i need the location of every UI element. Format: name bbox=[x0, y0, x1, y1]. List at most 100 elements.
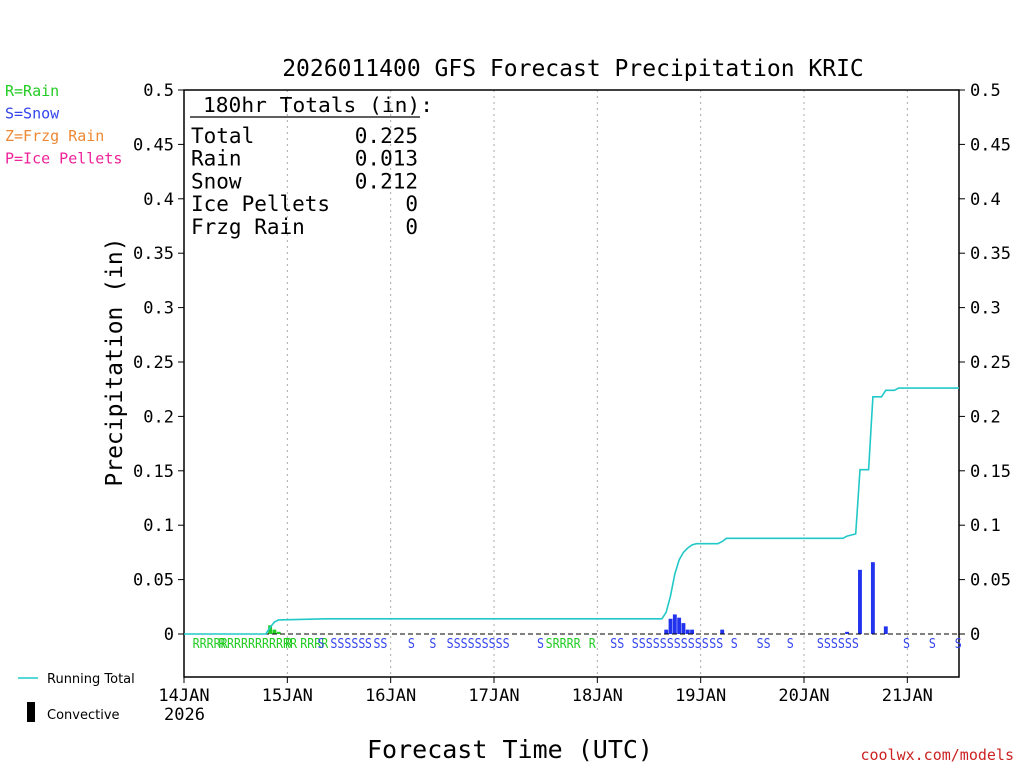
x-axis-label: Forecast Time (UTC) bbox=[367, 735, 653, 764]
type-marker: SS bbox=[373, 637, 387, 652]
y-tick-label-left: 0.35 bbox=[133, 244, 174, 264]
y-tick-label-right: 0.05 bbox=[970, 571, 1011, 591]
totals-row-value: 0.212 bbox=[355, 169, 418, 193]
convective-legend-swatch bbox=[27, 702, 35, 722]
type-marker: S bbox=[929, 637, 936, 652]
y-tick-label-right: 0.45 bbox=[970, 135, 1011, 155]
type-marker: S bbox=[955, 637, 962, 652]
type-legend-item: S=Snow bbox=[5, 105, 60, 123]
type-marker: R bbox=[285, 637, 292, 652]
type-marker: SSSSSS bbox=[817, 637, 859, 652]
y-tick-label-left: 0.1 bbox=[143, 516, 174, 536]
y-tick-label-left: 0.4 bbox=[143, 190, 174, 210]
x-tick-label-21JAN: 21JAN bbox=[882, 686, 933, 706]
bar-snow bbox=[685, 629, 690, 634]
type-legend-item: R=Rain bbox=[5, 82, 59, 100]
y-tick-label-right: 0.1 bbox=[970, 516, 1001, 536]
type-marker: SS bbox=[709, 637, 723, 652]
totals-row-value: 0.225 bbox=[355, 124, 418, 148]
type-legend-item: Z=Frzg Rain bbox=[5, 127, 104, 145]
x-tick-label-19JAN: 19JAN bbox=[675, 686, 726, 706]
chart-title: 2026011400 GFS Forecast Precipitation KR… bbox=[282, 56, 864, 82]
y-tick-label-right: 0.2 bbox=[970, 407, 1001, 427]
x-tick-label-16JAN: 16JAN bbox=[365, 686, 416, 706]
y-tick-label-left: 0 bbox=[164, 625, 174, 645]
type-marker: S bbox=[537, 637, 544, 652]
x-tick-label-17JAN: 17JAN bbox=[468, 686, 519, 706]
type-legend: R=Rain S=Snow Z=Frzg Rain P=Ice Pellets bbox=[5, 82, 122, 168]
x-tick-label-20JAN: 20JAN bbox=[778, 686, 829, 706]
x-tick-label-18JAN: 18JAN bbox=[572, 686, 623, 706]
totals-box: 180hr Totals (in): Total 0.225 Rain 0.013 Sno… bbox=[190, 93, 433, 239]
y-tick-label-left: 0.3 bbox=[143, 299, 174, 319]
bar-snow bbox=[690, 629, 694, 634]
y-tick-label-right: 0 bbox=[970, 625, 980, 645]
bar-snow bbox=[870, 562, 875, 634]
type-marker: S bbox=[429, 637, 436, 652]
y-tick-label-left: 0.2 bbox=[143, 407, 174, 427]
bar-snow bbox=[668, 618, 673, 634]
source-credit: coolwx.com/models bbox=[860, 746, 1014, 764]
x-year-label: 2026 bbox=[164, 705, 205, 725]
y-tick-label-right: 0.35 bbox=[970, 244, 1011, 264]
totals-row-label: Rain bbox=[191, 147, 242, 171]
bar-snow bbox=[720, 629, 725, 634]
bar-rain bbox=[268, 625, 273, 634]
totals-header: 180hr Totals (in): bbox=[203, 93, 433, 117]
bar-rain bbox=[276, 631, 281, 634]
totals-row-label: Frzg Rain bbox=[191, 215, 305, 239]
type-marker: R bbox=[218, 637, 225, 652]
plot-frame bbox=[183, 89, 960, 678]
totals-row-value: 0 bbox=[405, 215, 418, 239]
bar-snow bbox=[672, 614, 677, 634]
type-marker: RRRRRRRRRR bbox=[227, 637, 297, 652]
bar-snow bbox=[858, 569, 862, 634]
gridlines bbox=[286, 90, 908, 677]
y-tick-label-left: 0.45 bbox=[133, 135, 174, 155]
type-marker: S bbox=[903, 637, 910, 652]
bar-snow bbox=[664, 629, 669, 634]
y-tick-label-left: 0.05 bbox=[133, 571, 174, 591]
y-tick-label-left: 0.25 bbox=[133, 353, 174, 373]
y-tick-label-right: 0.5 bbox=[970, 81, 1001, 101]
running-total-legend-label: Running Total bbox=[47, 672, 135, 687]
y-tick-label-right: 0.15 bbox=[970, 462, 1011, 482]
type-legend-item: P=Ice Pellets bbox=[5, 150, 122, 168]
type-marker: S bbox=[731, 637, 738, 652]
y-axis: 0 00.05 0.050.1 0.10.15 0.150.2 0.20.25 0.250.… bbox=[133, 81, 1011, 645]
y-axis-label: Precipitation (in) bbox=[102, 237, 128, 486]
type-marker: S bbox=[365, 637, 372, 652]
x-axis: 14JAN 15JAN 16JAN 17JAN 18JAN 19JAN 20JAN 21JAN… bbox=[158, 677, 933, 725]
bar-snow bbox=[883, 626, 888, 634]
bar-snow bbox=[845, 631, 849, 634]
type-marker: SS bbox=[610, 637, 624, 652]
type-marker: SSSSSSSSS bbox=[447, 637, 510, 652]
y-tick-label-left: 0.5 bbox=[143, 81, 174, 101]
totals-row-label: Total bbox=[191, 124, 254, 148]
running-total-line bbox=[184, 387, 959, 635]
totals-row-value: 0.013 bbox=[355, 147, 418, 171]
precip-bars bbox=[268, 562, 888, 634]
type-marker: RRRR bbox=[300, 637, 328, 652]
type-marker: SS bbox=[757, 637, 771, 652]
totals-row-label: Snow bbox=[191, 169, 242, 193]
totals-row-value: 0 bbox=[405, 192, 418, 216]
totals-row-label: Ice Pellets bbox=[191, 192, 330, 216]
type-marker: R bbox=[589, 637, 596, 652]
running-total-series bbox=[184, 387, 959, 635]
y-tick-label-left: 0.15 bbox=[133, 462, 174, 482]
y-tick-label-right: 0.25 bbox=[970, 353, 1011, 373]
type-marker: SRRRR bbox=[546, 637, 581, 652]
x-tick-label-15JAN: 15JAN bbox=[262, 686, 313, 706]
type-marker: S bbox=[317, 637, 324, 652]
x-tick-label-14JAN: 14JAN bbox=[158, 686, 209, 706]
type-marker: S bbox=[408, 637, 415, 652]
convective-legend-label: Convective bbox=[47, 708, 120, 723]
type-marker: RRRRR bbox=[193, 637, 228, 652]
bar-snow bbox=[677, 617, 682, 634]
y-tick-label-right: 0.3 bbox=[970, 299, 1001, 319]
y-tick-label-right: 0.4 bbox=[970, 190, 1001, 210]
